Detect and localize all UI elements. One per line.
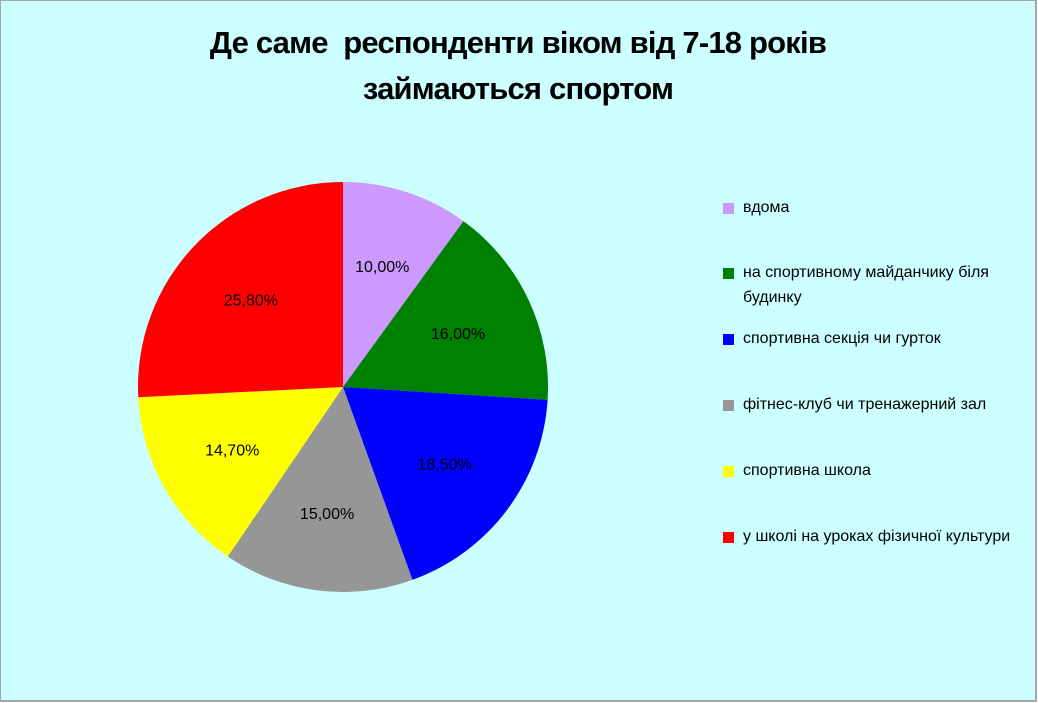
data-label-sport-school: 14,70% <box>205 442 259 459</box>
legend-label: у школі на уроках фізичної культури <box>743 528 1011 545</box>
chart-title-line-2: займаються спортом <box>362 71 674 106</box>
legend-label: на спортивному майданчику біля будинку <box>743 264 989 306</box>
legend-swatch <box>723 400 734 411</box>
legend-swatch <box>723 334 734 345</box>
slice-playground <box>343 221 548 400</box>
data-label-section: 18,50% <box>418 456 472 473</box>
legend-label: спортивна секція чи гурток <box>743 330 941 347</box>
data-label-pe-class: 25,80% <box>224 292 278 309</box>
legend-label: вдома <box>743 199 790 216</box>
chart-title-line-1: Де саме респонденти віком від 7-18 років <box>209 25 827 60</box>
data-label-fitness: 15,00% <box>300 506 354 523</box>
slice-fitness <box>227 387 413 592</box>
legend-swatch <box>723 466 734 477</box>
legend-swatch <box>723 268 734 279</box>
legend-swatch <box>723 203 734 214</box>
slice-home <box>343 182 464 387</box>
legend-label: фітнес-клуб чи тренажерний зал <box>743 396 987 413</box>
legend-swatch <box>723 532 734 543</box>
data-label-playground: 16,00% <box>431 326 485 343</box>
slice-section <box>343 387 548 580</box>
slice-sport-school <box>138 387 343 557</box>
data-label-home: 10,00% <box>355 259 409 276</box>
slice-pe-class <box>138 182 343 398</box>
legend-label: спортивна школа <box>743 462 871 479</box>
